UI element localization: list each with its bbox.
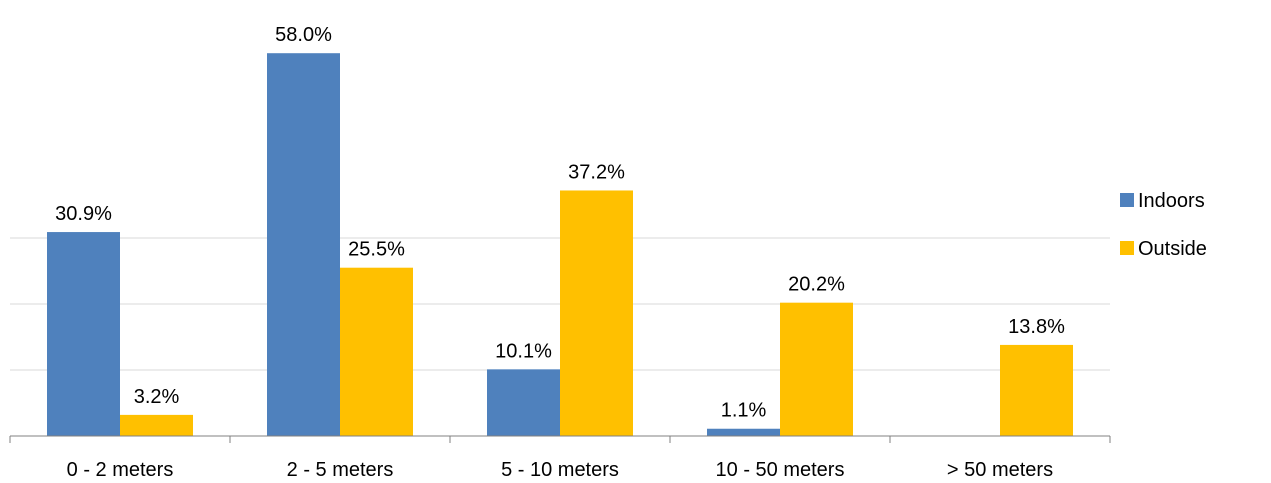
bars [47, 53, 1073, 436]
legend-swatch-outside [1120, 241, 1134, 255]
legend-label-outside: Outside [1138, 238, 1207, 260]
data-label: 37.2% [568, 161, 625, 183]
bar-indoors [267, 53, 340, 436]
bar-indoors [47, 232, 120, 436]
data-label: 13.8% [1008, 316, 1065, 338]
legend: Indoors Outside [1120, 190, 1207, 260]
x-tick-label: 2 - 5 meters [287, 459, 394, 481]
data-label: 1.1% [721, 400, 767, 422]
x-axis [9, 435, 1111, 443]
x-tick-labels: 0 - 2 meters 2 - 5 meters 5 - 10 meters 10 … [67, 459, 1053, 481]
data-label: 3.2% [134, 386, 180, 408]
data-label: 10.1% [495, 340, 552, 362]
x-tick-label: 10 - 50 meters [716, 459, 845, 481]
bar-outside [780, 302, 853, 436]
bar-indoors [487, 369, 560, 436]
bar-outside [340, 267, 413, 436]
bar-outside [560, 190, 633, 436]
x-tick-label: > 50 meters [947, 459, 1053, 481]
x-tick-label: 5 - 10 meters [501, 459, 619, 481]
legend-label-indoors: Indoors [1138, 190, 1205, 212]
data-label: 58.0% [275, 24, 332, 46]
x-tick-label: 0 - 2 meters [67, 459, 174, 481]
data-label: 30.9% [55, 203, 112, 225]
bar-outside [1000, 344, 1073, 436]
data-labels: 30.9% 3.2% 58.0% 25.5% 10.1% 37.2% 1.1% 20.2% 13… [55, 24, 1065, 422]
data-label: 25.5% [348, 239, 405, 261]
data-label: 20.2% [788, 274, 845, 296]
bar-outside [120, 414, 193, 436]
legend-swatch-indoors [1120, 193, 1134, 207]
bar-indoors [707, 428, 780, 436]
